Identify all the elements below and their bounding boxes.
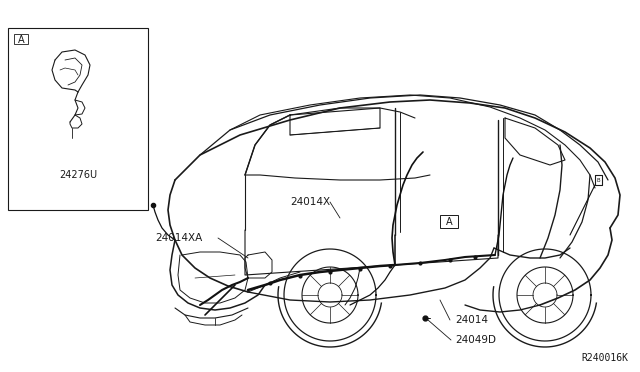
Text: A: A <box>445 217 452 227</box>
Text: 24014XA: 24014XA <box>155 233 202 243</box>
Text: B: B <box>596 179 600 183</box>
Text: A: A <box>18 35 24 45</box>
Text: 24014X: 24014X <box>290 197 330 207</box>
Bar <box>8 28 148 210</box>
Text: R240016K: R240016K <box>581 353 628 363</box>
Bar <box>14 34 28 44</box>
Bar <box>440 215 458 228</box>
Text: 24276U: 24276U <box>59 170 97 180</box>
Text: 24014: 24014 <box>455 315 488 325</box>
Text: 24049D: 24049D <box>455 335 496 345</box>
